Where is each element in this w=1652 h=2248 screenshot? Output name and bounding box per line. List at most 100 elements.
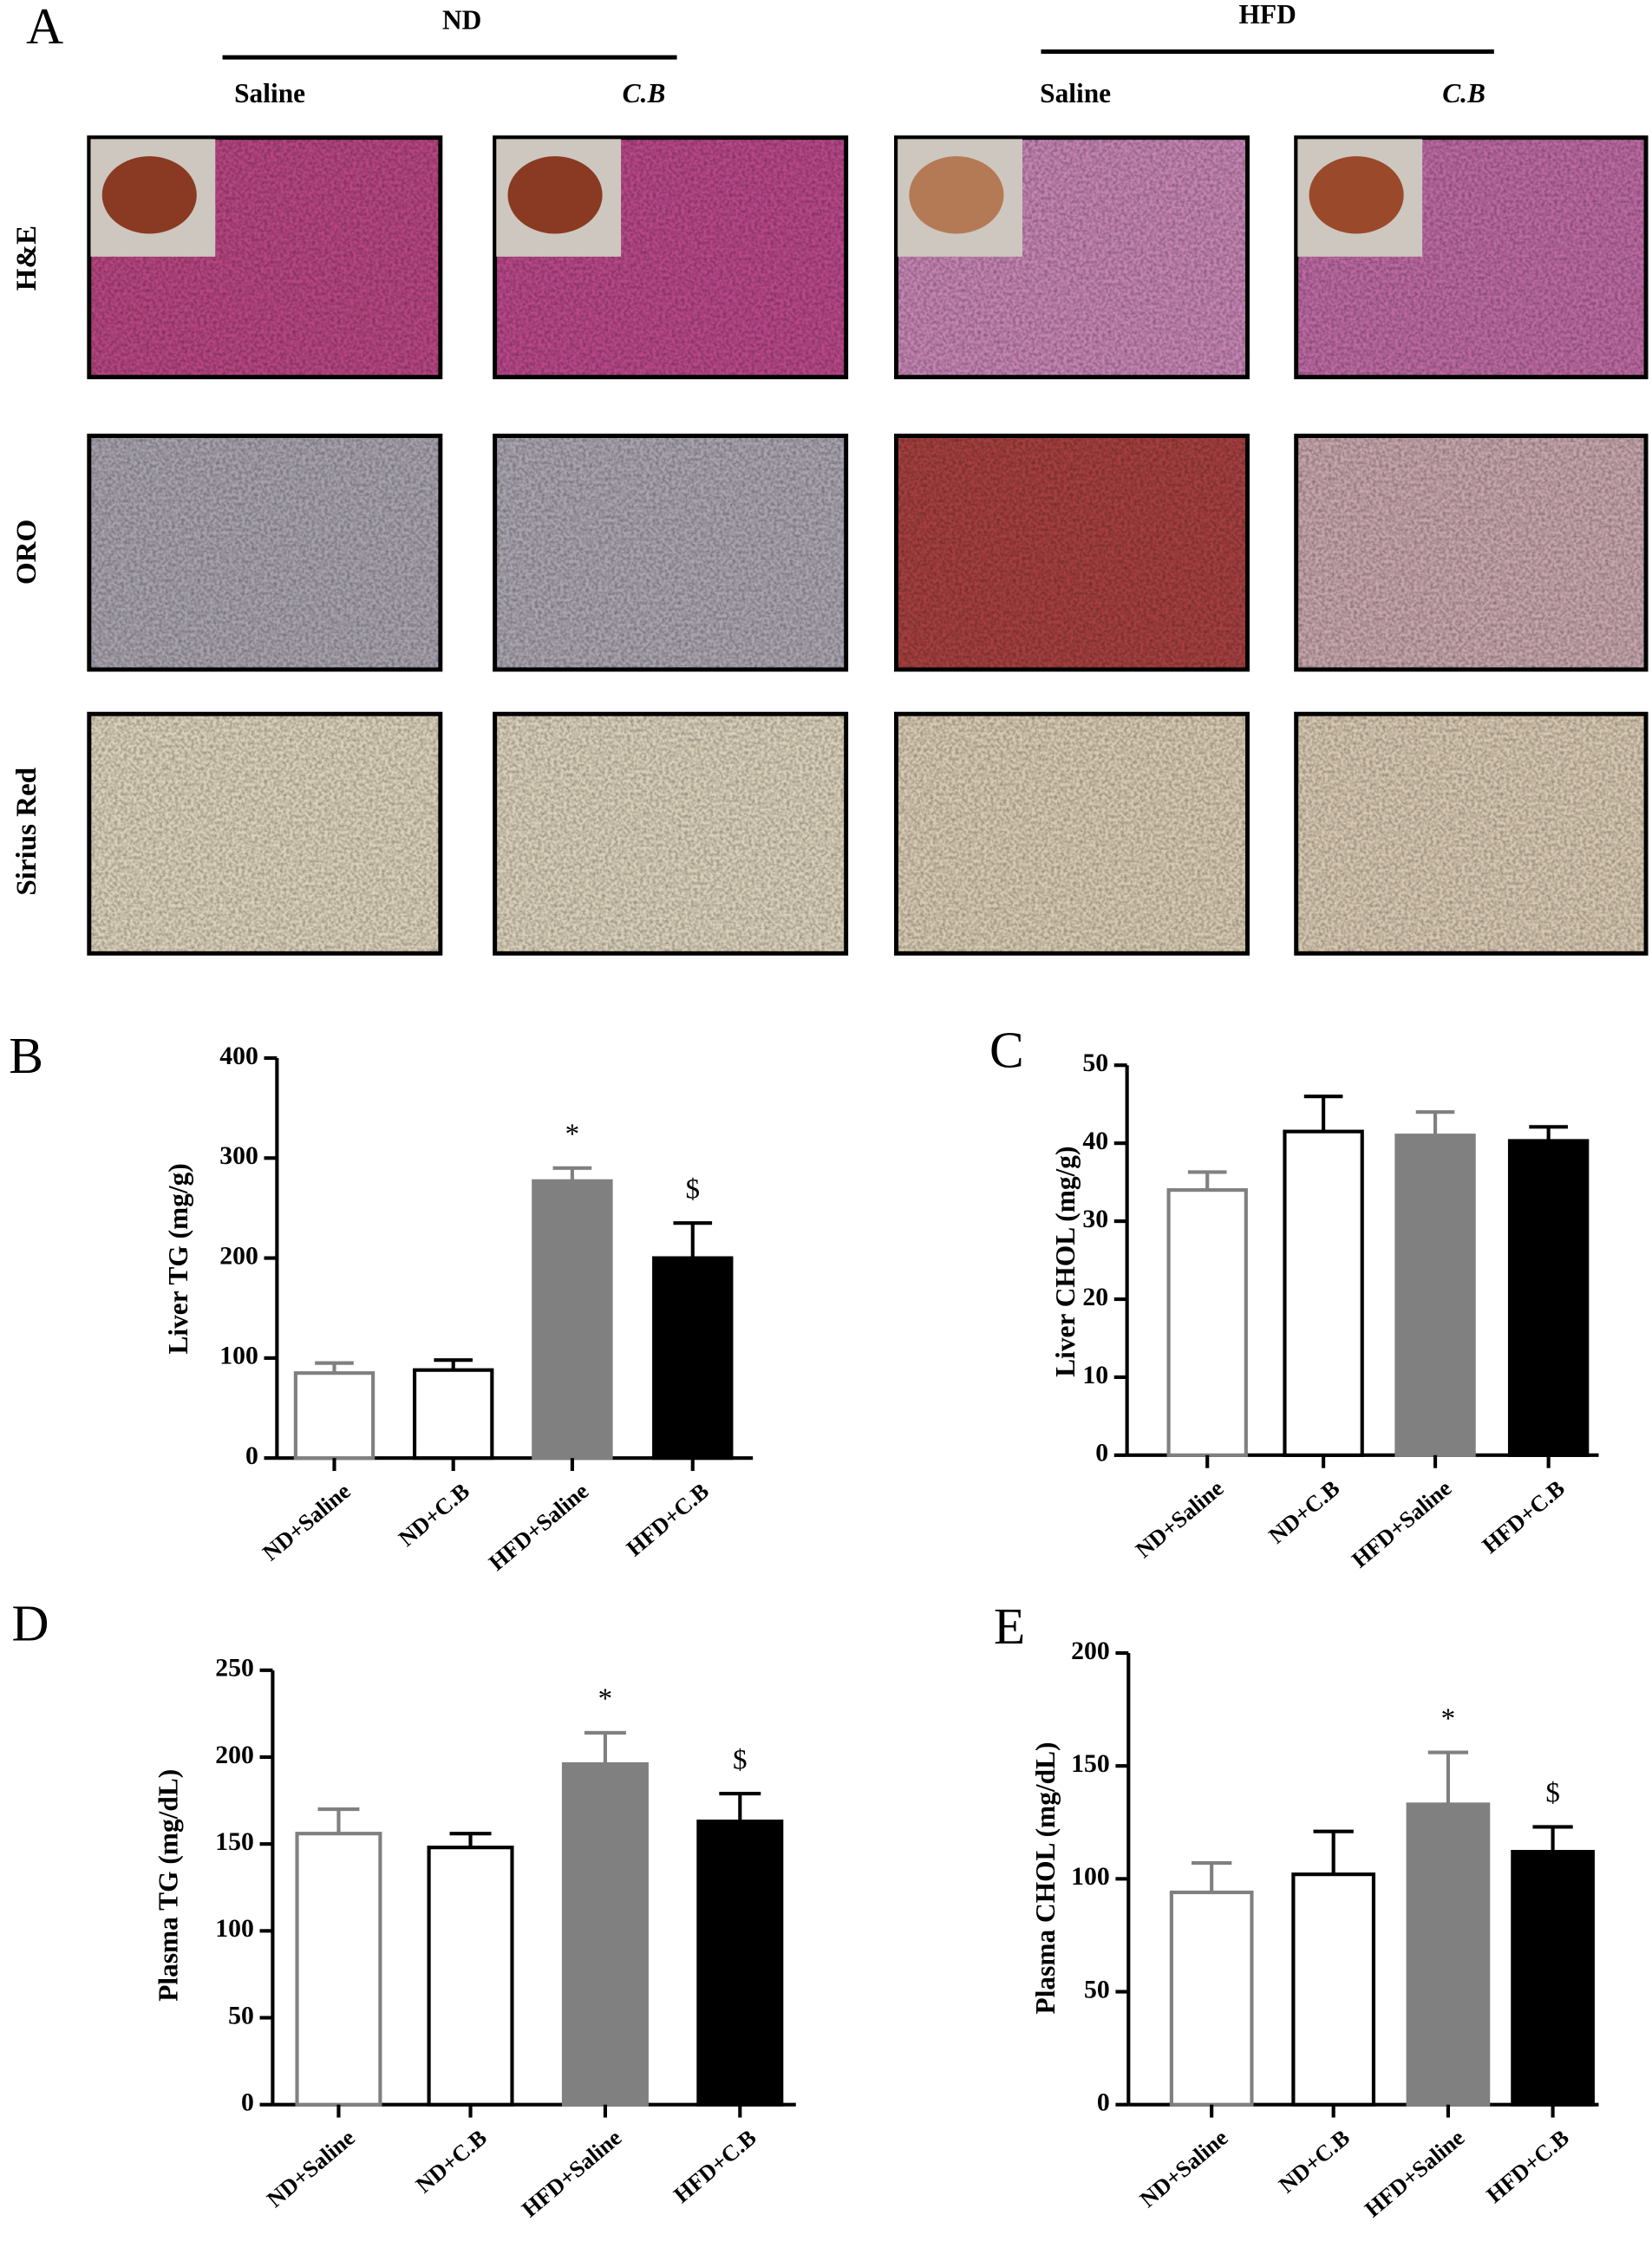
stain-label: Sirius Red (11, 767, 42, 895)
x-tick-label: ND+Saline (262, 2124, 360, 2212)
y-tick-label: 30 (1082, 1205, 1108, 1233)
y-tick-label: 100 (1071, 1862, 1110, 1891)
micrograph-frame (1294, 135, 1649, 380)
x-tick-label: ND+C.B (1263, 1474, 1344, 1548)
y-tick-label: 50 (1082, 1049, 1108, 1077)
y-tick-label: 200 (215, 1741, 254, 1769)
condition-header: C.B (623, 78, 666, 108)
micrograph-frame (493, 434, 849, 672)
bar (1511, 1850, 1595, 2107)
x-tick-label: ND+C.B (1274, 2124, 1355, 2198)
significance-mark: * (598, 1683, 613, 1715)
micrograph-texture (1296, 435, 1647, 670)
x-tick-label: HFD+Saline (1360, 2124, 1470, 2222)
y-tick-label: 250 (215, 1654, 254, 1683)
x-tick-label: HFD+C.B (1481, 2124, 1574, 2207)
liver-organ (909, 156, 1004, 234)
y-tick-label: 0 (245, 1441, 258, 1470)
y-tick-label: 400 (219, 1042, 258, 1070)
y-tick-label: 20 (1082, 1283, 1108, 1311)
x-tick-label: ND+Saline (258, 1478, 356, 1566)
micrograph-frame (87, 135, 443, 380)
liver-organ (101, 156, 197, 234)
x-tick-label: HFD+Saline (1347, 1474, 1457, 1572)
y-tick-label: 300 (219, 1141, 258, 1170)
y-tick-label: 40 (1082, 1127, 1108, 1155)
x-tick-label: ND+C.B (411, 2124, 492, 2198)
y-tick-label: 150 (215, 1827, 254, 1856)
y-tick-label: 0 (241, 2088, 254, 2117)
y-axis-label: Liver CHOL (mg/g) (1050, 1147, 1081, 1377)
condition-header: C.B (1442, 78, 1485, 108)
micrograph-grid (87, 135, 1649, 956)
micrograph-texture (88, 714, 441, 954)
y-tick-label: 10 (1082, 1361, 1108, 1389)
bar (532, 1179, 613, 1461)
micrograph-texture (494, 435, 846, 670)
x-tick-label: ND+Saline (1131, 1474, 1229, 1563)
panel-label: C (989, 1021, 1024, 1078)
y-tick-label: 50 (1084, 1975, 1110, 2003)
micrograph-texture (896, 435, 1248, 670)
micrograph-frame (87, 711, 443, 956)
significance-mark: * (565, 1119, 580, 1150)
micrograph-frame (87, 434, 443, 672)
micrograph-frame (493, 135, 849, 380)
panel-label: E (994, 1598, 1025, 1655)
liver-organ (1309, 156, 1404, 234)
micrograph-frame (493, 711, 849, 956)
bar (561, 1761, 649, 2107)
y-tick-label: 100 (219, 1342, 258, 1370)
group-header: ND (442, 5, 481, 36)
bar (1283, 1129, 1364, 1457)
y-tick-label: 100 (215, 1914, 254, 1943)
panel-label: A (26, 0, 63, 55)
micrograph-texture (494, 714, 846, 954)
bar (413, 1368, 494, 1461)
y-axis-label: Plasma TG (mg/dL) (153, 1769, 183, 2002)
stain-label: ORO (11, 520, 42, 585)
significance-mark: $ (733, 1744, 748, 1775)
x-tick-label: HFD+C.B (1477, 1474, 1570, 1558)
stain-label: H&E (11, 225, 42, 291)
bar (1169, 1890, 1254, 2107)
micrograph-texture (88, 435, 441, 670)
bar (652, 1256, 734, 1461)
y-axis-label: Plasma CHOL (mg/dL) (1030, 1742, 1061, 2015)
y-axis-label: Liver TG (mg/g) (163, 1163, 193, 1354)
panel-label: B (9, 1027, 43, 1084)
y-tick-label: 0 (1095, 1439, 1108, 1467)
micrograph-frame (1294, 711, 1649, 956)
x-tick-label: HFD+C.B (669, 2124, 761, 2207)
bar (696, 1820, 784, 2107)
y-tick-label: 150 (1071, 1749, 1110, 1778)
x-tick-label: ND+C.B (394, 1478, 474, 1552)
bar (1394, 1134, 1476, 1457)
bar (1166, 1188, 1248, 1457)
panel-label: D (12, 1595, 49, 1652)
bar (1406, 1802, 1491, 2107)
significance-mark: $ (685, 1173, 700, 1205)
micrograph-frame (894, 711, 1250, 956)
micrograph-frame (894, 434, 1250, 672)
bar (295, 1832, 382, 2107)
y-tick-label: 50 (228, 2001, 254, 2029)
x-tick-label: HFD+C.B (621, 1478, 714, 1561)
bar (1507, 1139, 1590, 1457)
y-tick-label: 200 (1071, 1637, 1110, 1665)
micrograph-frame (894, 135, 1250, 380)
y-tick-label: 200 (219, 1241, 258, 1270)
x-tick-label: ND+Saline (1134, 2124, 1232, 2212)
bar (293, 1371, 375, 1461)
x-tick-label: HFD+Saline (484, 1478, 594, 1576)
significance-mark: * (1441, 1703, 1456, 1735)
micrograph-frame (1294, 434, 1649, 672)
bar (427, 1846, 514, 2107)
y-tick-label: 0 (1097, 2088, 1110, 2117)
bar (1291, 1872, 1376, 2107)
group-header: HFD (1239, 0, 1296, 29)
significance-mark: $ (1545, 1778, 1560, 1809)
